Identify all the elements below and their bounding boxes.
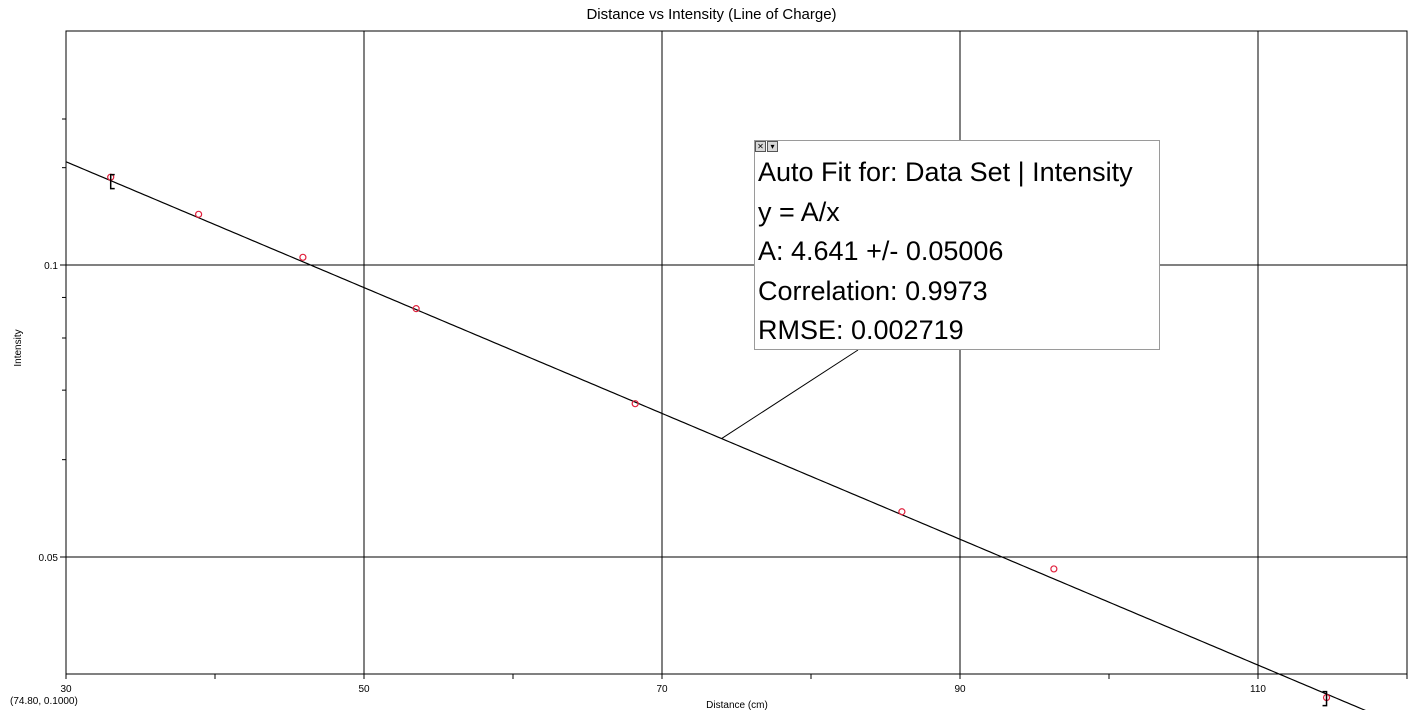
y-axis-label: Intensity	[13, 329, 24, 366]
fit-equation: y = A/x	[758, 196, 840, 227]
fit-box-controls: ✕ ▾	[755, 141, 779, 152]
curve-fit-annotation[interactable]: ✕ ▾ Auto Fit for: Data Set | Intensity y…	[754, 140, 1160, 350]
x-axis-label: Distance (cm)	[706, 700, 768, 710]
data-point	[412, 305, 420, 313]
x-tick-label: 110	[1250, 684, 1266, 695]
range-bracket-left	[109, 173, 115, 190]
y-tick-label: 0.05	[39, 553, 59, 564]
fit-parameter-a: A: 4.641 +/- 0.05006	[758, 236, 1004, 266]
data-point	[299, 253, 307, 261]
fit-title: Auto Fit for: Data Set | Intensity	[758, 157, 1133, 187]
fit-rmse: RMSE: 0.002719	[758, 315, 964, 345]
fit-curve	[65, 161, 1366, 710]
fit-text: Auto Fit for: Data Set | Intensity y = A…	[758, 153, 1133, 351]
x-tick-label: 50	[358, 684, 370, 695]
x-tick-label: 70	[656, 684, 668, 695]
data-point	[1050, 565, 1058, 573]
cursor-coordinate-readout: (74.80, 0.1000)	[10, 696, 78, 707]
x-tick-label: 30	[60, 684, 72, 695]
data-point	[898, 508, 906, 516]
plot-frame	[65, 30, 1408, 675]
data-point	[631, 400, 639, 408]
fit-callout-line	[721, 349, 859, 440]
x-tick-label: 90	[954, 684, 966, 695]
close-icon[interactable]: ✕	[755, 141, 766, 152]
fit-correlation: Correlation: 0.9973	[758, 275, 988, 306]
y-tick-label: 0.1	[44, 261, 58, 272]
options-menu-icon[interactable]: ▾	[767, 141, 778, 152]
data-point	[195, 210, 203, 218]
range-bracket-right	[1322, 690, 1328, 707]
chart-title: Distance vs Intensity (Line of Charge)	[586, 6, 837, 23]
